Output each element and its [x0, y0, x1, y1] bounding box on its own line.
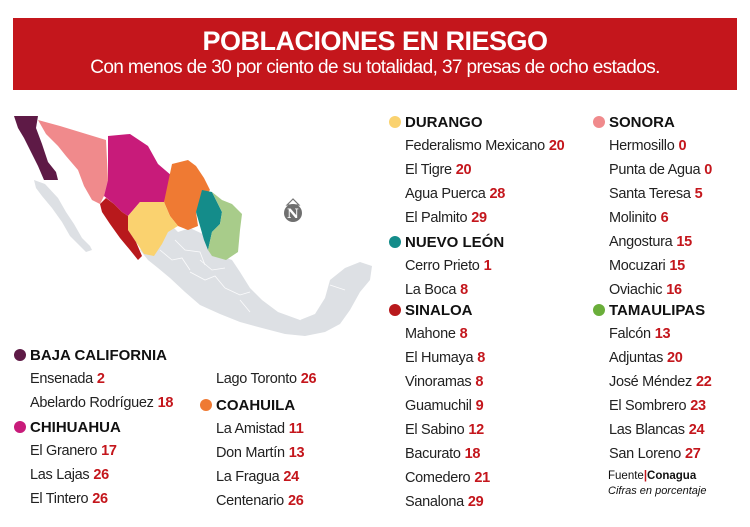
mexico-map: N	[14, 116, 372, 336]
map-region-tamaulipas	[208, 192, 242, 260]
source-separator: |	[643, 470, 648, 482]
dam-item: El Granero 17	[30, 443, 117, 459]
dam-item: Molinito 6	[609, 210, 669, 226]
nuevo-leon-color-dot-icon	[389, 236, 401, 248]
baja-california-color-dot-icon	[14, 349, 26, 361]
source-credit: Fuente|Conagua Cifras en porcentaje	[608, 470, 706, 497]
state-header-sinaloa: SINALOA	[389, 298, 490, 322]
dam-item: Angostura 15	[609, 234, 692, 250]
tamaulipas-color-dot-icon	[593, 304, 605, 316]
source-name: Conagua	[647, 470, 697, 482]
state-name: COAHUILA	[216, 396, 296, 414]
dam-item: Federalismo Mexicano 20	[405, 138, 565, 154]
dam-item: Oviachic 16	[609, 282, 682, 298]
sinaloa-color-dot-icon	[389, 304, 401, 316]
dam-item: San Loreno 27	[609, 446, 701, 462]
dam-item: Centenario 26	[216, 493, 304, 509]
dam-item: Ensenada 2	[30, 371, 105, 387]
state-name: SONORA	[609, 113, 675, 131]
dam-item: El Palmito 29	[405, 210, 487, 226]
state-group-baja-california-cont: Lago Toronto 26	[216, 367, 317, 391]
state-name: BAJA CALIFORNIA	[30, 346, 167, 364]
dam-item: El Tintero 26	[30, 491, 108, 507]
state-name: CHIHUAHUA	[30, 418, 121, 436]
dam-item: El Sombrero 23	[609, 398, 706, 414]
state-name: DURANGO	[405, 113, 483, 131]
dam-item: Comedero 21	[405, 470, 490, 486]
state-header-coahuila: COAHUILA	[200, 393, 304, 417]
dam-item: José Méndez 22	[609, 374, 712, 390]
dam-item: Agua Puerca 28	[405, 186, 506, 202]
dam-item: Bacurato 18	[405, 446, 481, 462]
chihuahua-color-dot-icon	[14, 421, 26, 433]
dam-item: La Boca 8	[405, 282, 468, 298]
map-region-sonora	[38, 120, 108, 204]
map-region-baja-california	[14, 116, 58, 180]
state-header-baja-california: BAJA CALIFORNIA	[14, 343, 173, 367]
dam-item: El Humaya 8	[405, 350, 485, 366]
coahuila-color-dot-icon	[200, 399, 212, 411]
map-region-durango	[128, 202, 178, 256]
map-region-sinaloa	[100, 198, 142, 260]
sonora-color-dot-icon	[593, 116, 605, 128]
dam-item: El Sabino 12	[405, 422, 484, 438]
source-label: Fuente	[608, 470, 644, 482]
state-name: TAMAULIPAS	[609, 301, 706, 319]
map-region-nuevo-leon	[196, 190, 222, 250]
state-group-chihuahua: CHIHUAHUA El Granero 17 Las Lajas 26 El Ti…	[14, 415, 121, 511]
dam-item: Vinoramas 8	[405, 374, 484, 390]
map-region-bcs	[34, 180, 92, 252]
north-compass-icon: N	[284, 198, 302, 222]
state-group-durango: DURANGO Federalismo Mexicano 20 El Tigre 2…	[389, 110, 565, 230]
map-region-coahuila	[164, 160, 210, 230]
state-group-coahuila: COAHUILA La Amistad 11 Don Martín 13 La Fr…	[200, 393, 305, 513]
state-group-baja-california: BAJA CALIFORNIA Ensenada 2 Abelardo Rodrí…	[14, 343, 174, 415]
state-header-durango: DURANGO	[389, 110, 564, 134]
state-name: NUEVO LEÓN	[405, 233, 505, 251]
durango-color-dot-icon	[389, 116, 401, 128]
state-group-sinaloa: SINALOA Mahone 8 El Humaya 8 Vinoramas 8 Gu…	[389, 298, 490, 514]
svg-text:N: N	[287, 207, 299, 222]
units-note: Cifras en porcentaje	[608, 485, 707, 497]
state-group-sonora: SONORA Hermosillo 0 Punta de Agua 0 Santa …	[593, 110, 713, 302]
dam-item: Cerro Prieto 1	[405, 258, 492, 274]
dam-item: La Amistad 11	[216, 421, 304, 437]
dam-item: Abelardo Rodríguez 18	[30, 395, 174, 411]
dam-item: Guamuchil 9	[405, 398, 484, 414]
dam-item: Las Blancas 24	[609, 422, 705, 438]
page-title: POBLACIONES EN RIESGO	[202, 26, 548, 56]
state-header-tamaulipas: TAMAULIPAS	[593, 298, 711, 322]
dam-item: Hermosillo 0	[609, 138, 687, 154]
state-group-nuevo-leon: NUEVO LEÓN Cerro Prieto 1 La Boca 8	[389, 230, 504, 302]
dam-item: Don Martín 13	[216, 445, 305, 461]
map-region-rest	[140, 226, 372, 336]
dam-item: Adjuntas 20	[609, 350, 683, 366]
dam-item: Las Lajas 26	[30, 467, 109, 483]
dam-item: Mahone 8	[405, 326, 468, 342]
state-header-chihuahua: CHIHUAHUA	[14, 415, 121, 439]
state-name: SINALOA	[405, 301, 473, 319]
map-region-chihuahua	[104, 134, 172, 216]
page-subtitle: Con menos de 30 por ciento de su totalid…	[90, 57, 660, 78]
dam-item: Punta de Agua 0	[609, 162, 713, 178]
dam-item: Lago Toronto 26	[216, 371, 317, 387]
dam-item: El Tigre 20	[405, 162, 472, 178]
dam-item: Santa Teresa 5	[609, 186, 703, 202]
dam-item: Sanalona 29	[405, 494, 484, 510]
header-banner: POBLACIONES EN RIESGO Con menos de 30 po…	[13, 18, 737, 90]
dam-item: Falcón 13	[609, 326, 671, 342]
state-group-tamaulipas: TAMAULIPAS Falcón 13 Adjuntas 20 José Ménd…	[593, 298, 712, 466]
state-header-nuevo-leon: NUEVO LEÓN	[389, 230, 504, 254]
dam-item: Mocuzari 15	[609, 258, 685, 274]
state-header-sonora: SONORA	[593, 110, 712, 134]
dam-item: La Fragua 24	[216, 469, 299, 485]
